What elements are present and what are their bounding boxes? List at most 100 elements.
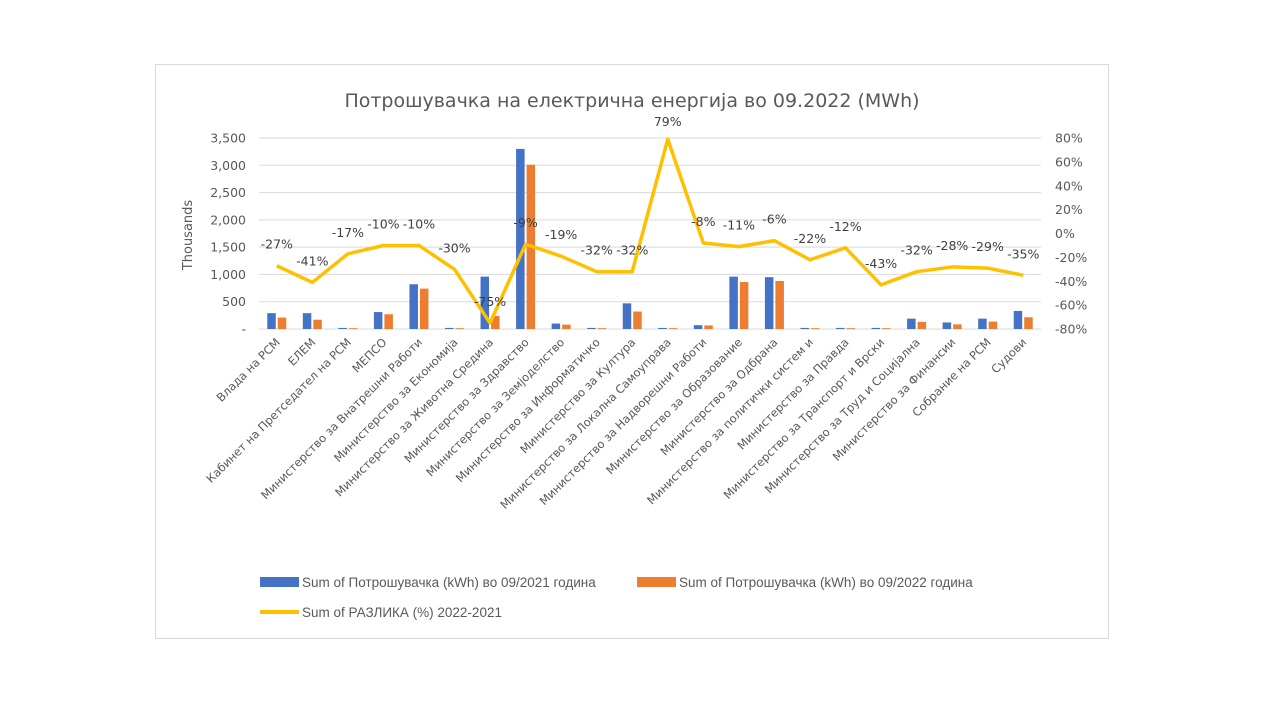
bar-2021 [978, 318, 987, 329]
legend-label-difference: Sum of РАЗЛИКА (%) 2022-2021 [302, 605, 502, 620]
data-labels: -27%-41%-17%-10% -10%-30%-75%-9%-19%-32% -… [261, 114, 1040, 309]
legend-label-2022: Sum of Потрошувачка (kWh) во 09/2022 год… [679, 575, 973, 590]
data-label: -30% [438, 240, 470, 255]
y-axis-right: -80% -60% -40% -20% 0% 20% 40% 60% 80% [1055, 131, 1087, 337]
bar-2022 [846, 328, 855, 329]
bar-2022 [455, 328, 464, 329]
y-right-tick-label: 0% [1055, 226, 1075, 241]
y-tick-label: 2,000 [210, 212, 246, 227]
bar-2021 [551, 323, 561, 329]
bar-2022 [562, 324, 571, 329]
bar-2021 [373, 312, 383, 329]
data-label: -75% [474, 294, 506, 309]
bar-2021 [836, 327, 845, 329]
data-label: -27% [261, 237, 293, 252]
data-label: -6% [762, 212, 786, 227]
data-label: -43% [865, 256, 897, 271]
data-label: -32% [581, 243, 613, 258]
bar-2021 [409, 284, 418, 329]
bar-2022 [668, 328, 678, 329]
line-series [276, 137, 1024, 325]
y-tick-label: 1,500 [210, 240, 246, 255]
legend-item-difference[interactable]: Sum of РАЗЛИКА (%) 2022-2021 [260, 605, 502, 620]
bar-2021 [302, 313, 312, 329]
bar-2022 [1024, 317, 1033, 329]
bar-2021 [729, 276, 738, 329]
bar-2022 [953, 324, 962, 329]
y-right-tick-label: -60% [1055, 298, 1087, 313]
bar-2021 [800, 327, 809, 329]
data-label: -11% [723, 218, 755, 233]
y-right-tick-label: 80% [1055, 131, 1083, 146]
data-label: -41% [296, 253, 328, 268]
x-category-label: ЕЛЕМ [285, 335, 318, 368]
chart-frame: Потрошувачка на електрична енергија во 0… [155, 64, 1109, 639]
data-label: -9% [513, 215, 537, 230]
data-label: -28% [936, 238, 968, 253]
chart: Потрошувачка на електрична енергија во 0… [181, 90, 1087, 620]
bar-2022 [882, 328, 891, 329]
legend-item-2021[interactable]: Sum of Потрошувачка (kWh) во 09/2021 год… [260, 575, 596, 590]
bar-2022 [917, 321, 927, 329]
bar-2021 [693, 325, 703, 329]
data-label: -29% [972, 239, 1004, 254]
gridlines [259, 137, 1041, 330]
data-label: -32% [900, 243, 932, 258]
data-label: -35% [1007, 246, 1039, 261]
y-right-tick-label: 60% [1055, 154, 1083, 169]
chart-title: Потрошувачка на електрична енергија во 0… [344, 90, 919, 112]
y-axis-title: Thousands [181, 200, 196, 272]
bar-2022 [277, 317, 287, 329]
bar-2021 [516, 148, 525, 329]
data-label: -10% [367, 216, 399, 231]
bar-2021 [871, 327, 881, 329]
bar-2021 [942, 322, 952, 329]
bar-2021 [267, 313, 276, 329]
legend-label-2021: Sum of Потрошувачка (kWh) во 09/2021 год… [302, 575, 596, 590]
y-axis-left: - 500 1,000 1,500 2,000 2,500 3,000 3,500 [210, 131, 246, 337]
data-label: 79% [654, 114, 682, 129]
x-category-label: Судови [988, 335, 1029, 376]
data-label: -22% [794, 231, 826, 246]
y-tick-label: 500 [222, 294, 246, 309]
bar-2022 [384, 314, 393, 329]
x-category-label: Министерство за Внатрешни Работи [258, 335, 425, 502]
y-right-tick-label: 20% [1055, 202, 1083, 217]
bar-2022 [810, 328, 820, 329]
difference-line [276, 137, 1024, 325]
bar-2022 [491, 315, 500, 329]
legend-item-2022[interactable]: Sum of Потрошувачка (kWh) во 09/2022 год… [637, 575, 973, 590]
bar-2021 [587, 327, 596, 329]
bar-2022 [348, 328, 358, 329]
bar-2021 [1013, 310, 1023, 329]
y-tick-label: 3,000 [210, 158, 246, 173]
data-label: -17% [332, 225, 364, 240]
bar-2022 [704, 325, 713, 329]
bar-2021 [764, 277, 774, 329]
y-right-tick-label: 40% [1055, 178, 1083, 193]
data-label: -19% [545, 227, 577, 242]
bar-2021 [480, 276, 490, 329]
bar-2021 [658, 327, 667, 329]
y-tick-label: 3,500 [210, 131, 246, 146]
y-tick-label: - [241, 322, 246, 337]
bar-2022 [775, 280, 784, 329]
bar-2021 [907, 318, 916, 329]
legend: Sum of Потрошувачка (kWh) во 09/2021 год… [260, 575, 973, 620]
legend-swatch-2022 [637, 577, 676, 587]
bar-2022 [739, 282, 749, 329]
y-tick-label: 1,000 [210, 267, 246, 282]
bar-2022 [313, 319, 322, 329]
bar-2022 [988, 321, 998, 329]
y-right-tick-label: -20% [1055, 250, 1087, 265]
bar-2021 [622, 303, 632, 329]
bar-2022 [633, 311, 642, 329]
y-right-tick-label: -40% [1055, 274, 1087, 289]
bar-2022 [597, 328, 607, 329]
y-right-tick-label: -80% [1055, 322, 1087, 337]
bar-2021 [338, 327, 347, 329]
data-label: -32% [616, 243, 648, 258]
x-category-label: Влада на РСМ [214, 335, 283, 404]
bar-2022 [419, 288, 429, 329]
